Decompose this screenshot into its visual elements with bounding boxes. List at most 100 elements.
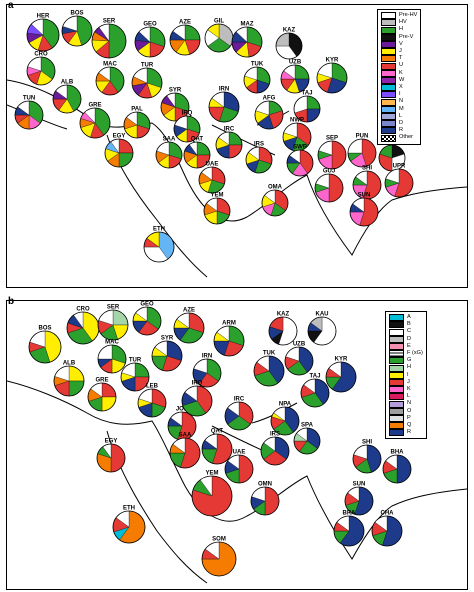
pie-outline [169, 437, 201, 469]
pie-outline [61, 15, 93, 47]
pie-egy: EGY [96, 439, 126, 473]
panel-b-letter: b [8, 296, 15, 307]
pie-outline [91, 23, 127, 59]
pie-label: SWP [293, 145, 307, 151]
pie-label: KYR [326, 58, 339, 64]
pie-outline [192, 358, 222, 388]
pie-label: OMA [268, 185, 283, 191]
pie-alb: ALB [53, 361, 85, 397]
legend-label: F (xG) [407, 350, 423, 357]
legend-label: P [407, 414, 411, 421]
legend-swatch [389, 378, 404, 386]
legend-item-e: E [389, 343, 423, 350]
pie-outline [231, 26, 263, 58]
pie-mac: MAC [97, 340, 127, 374]
pie-label: YEM [205, 471, 218, 477]
pie-outline [134, 26, 166, 58]
pie-outline [173, 312, 205, 344]
pie-label: IRQ [182, 111, 193, 117]
pie-label: EGY [105, 439, 118, 445]
pie-label: TUK [263, 351, 276, 357]
pie-geo: GEO [134, 22, 166, 58]
pie-outline [201, 433, 233, 465]
pie-outline [253, 355, 285, 387]
pie-slice [264, 486, 280, 516]
legend-item-h: H [381, 26, 417, 34]
pie-alb: ALB [52, 80, 82, 114]
legend-swatch [381, 62, 396, 70]
pie-label: CRO [76, 307, 90, 313]
pie-outline [79, 107, 111, 139]
pie-outline [300, 378, 330, 408]
legend-label: G [407, 357, 412, 364]
pie-qat: QAT [201, 429, 233, 465]
pie-label: TUN [23, 96, 35, 102]
pie-label: SHI [362, 440, 372, 446]
pie-label: GRE [88, 103, 101, 109]
pie-label: UAE [233, 450, 246, 456]
legend-item-i: I [381, 91, 417, 99]
panel-a-map: a HER BOS SER CRO MAC ALB GRE TUN GEO AZE GIL MAZ KA… [6, 0, 468, 288]
legend-swatch [389, 314, 404, 322]
legend-item-u: U [381, 62, 417, 70]
pie-tuk: TUK [253, 351, 285, 387]
legend-swatch [381, 12, 396, 20]
pie-label: SHI [362, 166, 372, 172]
pie-label: AZE [183, 308, 195, 314]
legend-item-v: V [381, 41, 417, 48]
legend-label: L [407, 393, 411, 400]
pie-bha: BHA [382, 450, 412, 484]
legend-item-d: D [381, 120, 417, 128]
pie-label: PUN [356, 134, 369, 140]
pie-omn: OMN [250, 482, 280, 516]
legend-swatch [381, 48, 396, 56]
pie-label: IRQ [192, 381, 203, 387]
pie-outline [53, 365, 85, 397]
legend-label: N [399, 98, 404, 105]
legend-label: Q [407, 422, 412, 429]
pie-sun: SUN [349, 193, 379, 227]
pie-label: TUR [141, 63, 154, 69]
pie-label: BOS [70, 11, 83, 17]
legend-label: J [407, 378, 410, 385]
pie-outline [275, 32, 303, 60]
pie-outline [352, 444, 382, 474]
pie-ser: SER [91, 19, 127, 59]
pie-swp: SWP [286, 145, 314, 177]
pie-geo: GEO [132, 302, 162, 336]
pie-label: PAL [131, 107, 143, 113]
pie-label: SER [107, 305, 120, 311]
pie-label: SAA [163, 137, 176, 143]
legend-swatch [389, 393, 404, 401]
pie-outline [95, 66, 125, 96]
pie-guj: GUJ [314, 169, 344, 203]
legend-item-c: C [389, 328, 423, 336]
pie-label: BRA [343, 511, 357, 517]
pie-outline [137, 388, 167, 418]
pie-slice [110, 443, 126, 473]
pie-kaz: KAZ [275, 28, 303, 60]
legend-label: J [399, 48, 402, 55]
pie-irq: IRQ [173, 111, 201, 143]
pie-outline [97, 344, 127, 374]
pie-outline [183, 141, 211, 169]
legend-item-m: M [381, 106, 417, 113]
legend-label: U [399, 62, 404, 69]
pie-label: ALB [61, 80, 74, 86]
pie-outline [213, 325, 245, 357]
pie-label: TAJ [302, 91, 313, 97]
legend-swatch [389, 335, 404, 343]
pie-eth: ETH [143, 227, 175, 263]
legend-swatch [381, 19, 396, 27]
pie-outline [293, 95, 321, 123]
legend-item-l: L [389, 393, 423, 401]
pie-outline [382, 454, 412, 484]
pie-label: KAU [316, 312, 329, 318]
pie-label: MAC [103, 62, 117, 68]
pie-irc: IRC [224, 397, 254, 431]
pie-kaz: KAZ [268, 312, 298, 346]
pie-label: AZE [179, 20, 191, 26]
pie-outline [143, 231, 175, 263]
